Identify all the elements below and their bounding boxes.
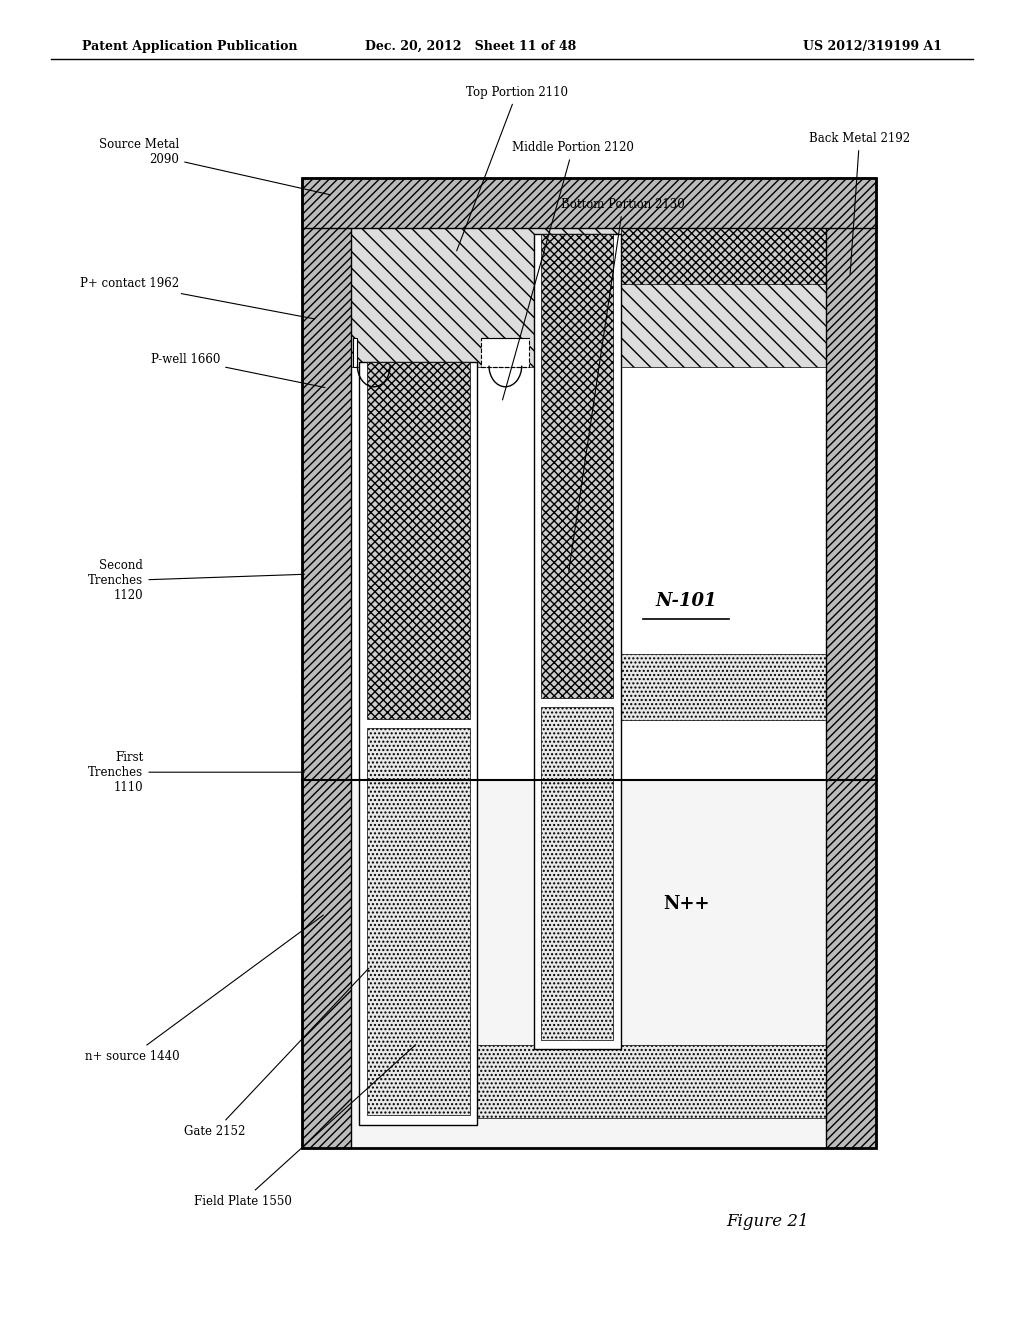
Text: Figure 21: Figure 21 bbox=[727, 1213, 809, 1229]
Bar bbox=[367, 727, 470, 1115]
Bar bbox=[826, 178, 876, 1148]
Bar bbox=[621, 653, 826, 719]
Text: n+ source 1440: n+ source 1440 bbox=[85, 915, 324, 1063]
Bar bbox=[302, 178, 876, 1148]
Text: Bottom Portion 2130: Bottom Portion 2130 bbox=[561, 198, 685, 572]
Bar bbox=[541, 234, 613, 697]
Text: US 2012/319199 A1: US 2012/319199 A1 bbox=[803, 40, 942, 53]
Bar bbox=[481, 338, 529, 367]
Text: Field Plate 1550: Field Plate 1550 bbox=[194, 1044, 416, 1208]
Bar bbox=[541, 706, 613, 1040]
Bar bbox=[534, 234, 621, 1049]
Text: Source Metal
2090: Source Metal 2090 bbox=[99, 137, 330, 195]
Text: Gate 2152: Gate 2152 bbox=[184, 969, 369, 1138]
Text: Back Metal 2192: Back Metal 2192 bbox=[809, 132, 910, 275]
Text: P+ contact 1962: P+ contact 1962 bbox=[80, 277, 314, 319]
Text: N++: N++ bbox=[663, 895, 710, 913]
Bar bbox=[302, 780, 876, 1148]
Bar bbox=[302, 178, 351, 1148]
Text: First
Trenches
1110: First Trenches 1110 bbox=[88, 751, 304, 793]
Bar bbox=[302, 178, 876, 228]
Bar bbox=[359, 362, 477, 1125]
Text: Second
Trenches
1120: Second Trenches 1120 bbox=[88, 560, 304, 602]
Text: Patent Application Publication: Patent Application Publication bbox=[82, 40, 297, 53]
Text: P-well 1660: P-well 1660 bbox=[151, 352, 325, 388]
Text: Dec. 20, 2012   Sheet 11 of 48: Dec. 20, 2012 Sheet 11 of 48 bbox=[366, 40, 577, 53]
Text: Middle Portion 2120: Middle Portion 2120 bbox=[503, 141, 634, 400]
Bar bbox=[367, 362, 470, 718]
Bar bbox=[621, 220, 826, 284]
Text: Top Portion 2110: Top Portion 2110 bbox=[457, 86, 568, 251]
Text: N-101: N-101 bbox=[655, 591, 717, 610]
Bar bbox=[477, 1045, 826, 1118]
Bar bbox=[353, 338, 357, 367]
Bar bbox=[351, 228, 826, 367]
Bar bbox=[302, 178, 876, 780]
